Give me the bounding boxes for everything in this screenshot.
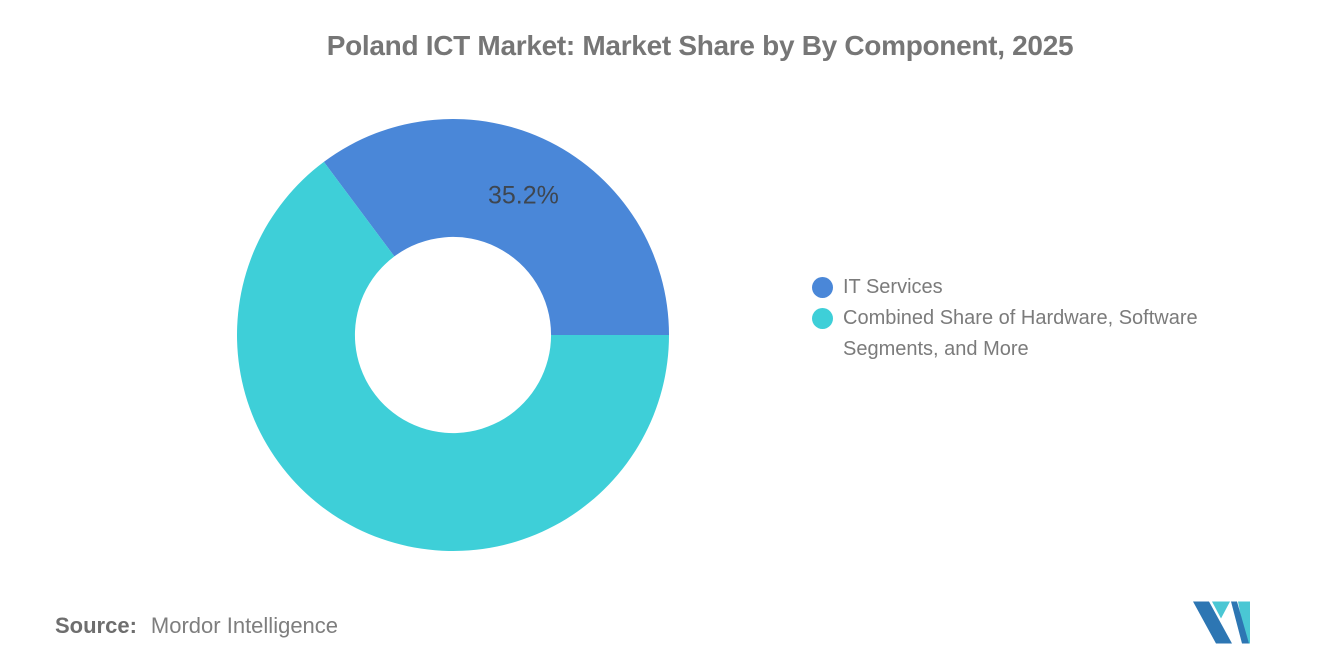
logo-shape-middle-triangle xyxy=(1212,601,1230,619)
pie-slice-combined-share-of-hardware-sof[interactable] xyxy=(236,161,669,552)
donut-chart: 35.2% xyxy=(236,119,669,552)
legend-swatch-it-services xyxy=(812,277,833,298)
legend: IT Services Combined Share of Hardware, … xyxy=(812,272,1243,365)
legend-item-it-services[interactable]: IT Services xyxy=(812,272,1243,303)
legend-item-combined-share[interactable]: Combined Share of Hardware, Software Seg… xyxy=(812,303,1243,365)
legend-label-it-services: IT Services xyxy=(843,276,943,298)
donut-chart-svg: 35.2% xyxy=(236,119,669,552)
logo-shape-right-bar xyxy=(1238,601,1250,644)
mordor-intelligence-logo-icon xyxy=(1193,601,1250,644)
slice-data-label: 35.2% xyxy=(488,182,559,210)
pie-slice-it-services[interactable] xyxy=(323,119,669,335)
logo-shape-right-stroke xyxy=(1231,601,1249,644)
source-value: Mordor Intelligence xyxy=(150,613,339,638)
legend-label-combined-share: Combined Share of Hardware, Software Seg… xyxy=(843,307,1198,360)
logo-shape-left-stroke xyxy=(1193,601,1232,644)
source-label: Source: xyxy=(55,613,137,638)
chart-title: Poland ICT Market: Market Share by By Co… xyxy=(326,30,1074,61)
source-line: Source: Mordor Intelligence xyxy=(55,613,338,639)
legend-swatch-combined-share xyxy=(812,308,833,329)
